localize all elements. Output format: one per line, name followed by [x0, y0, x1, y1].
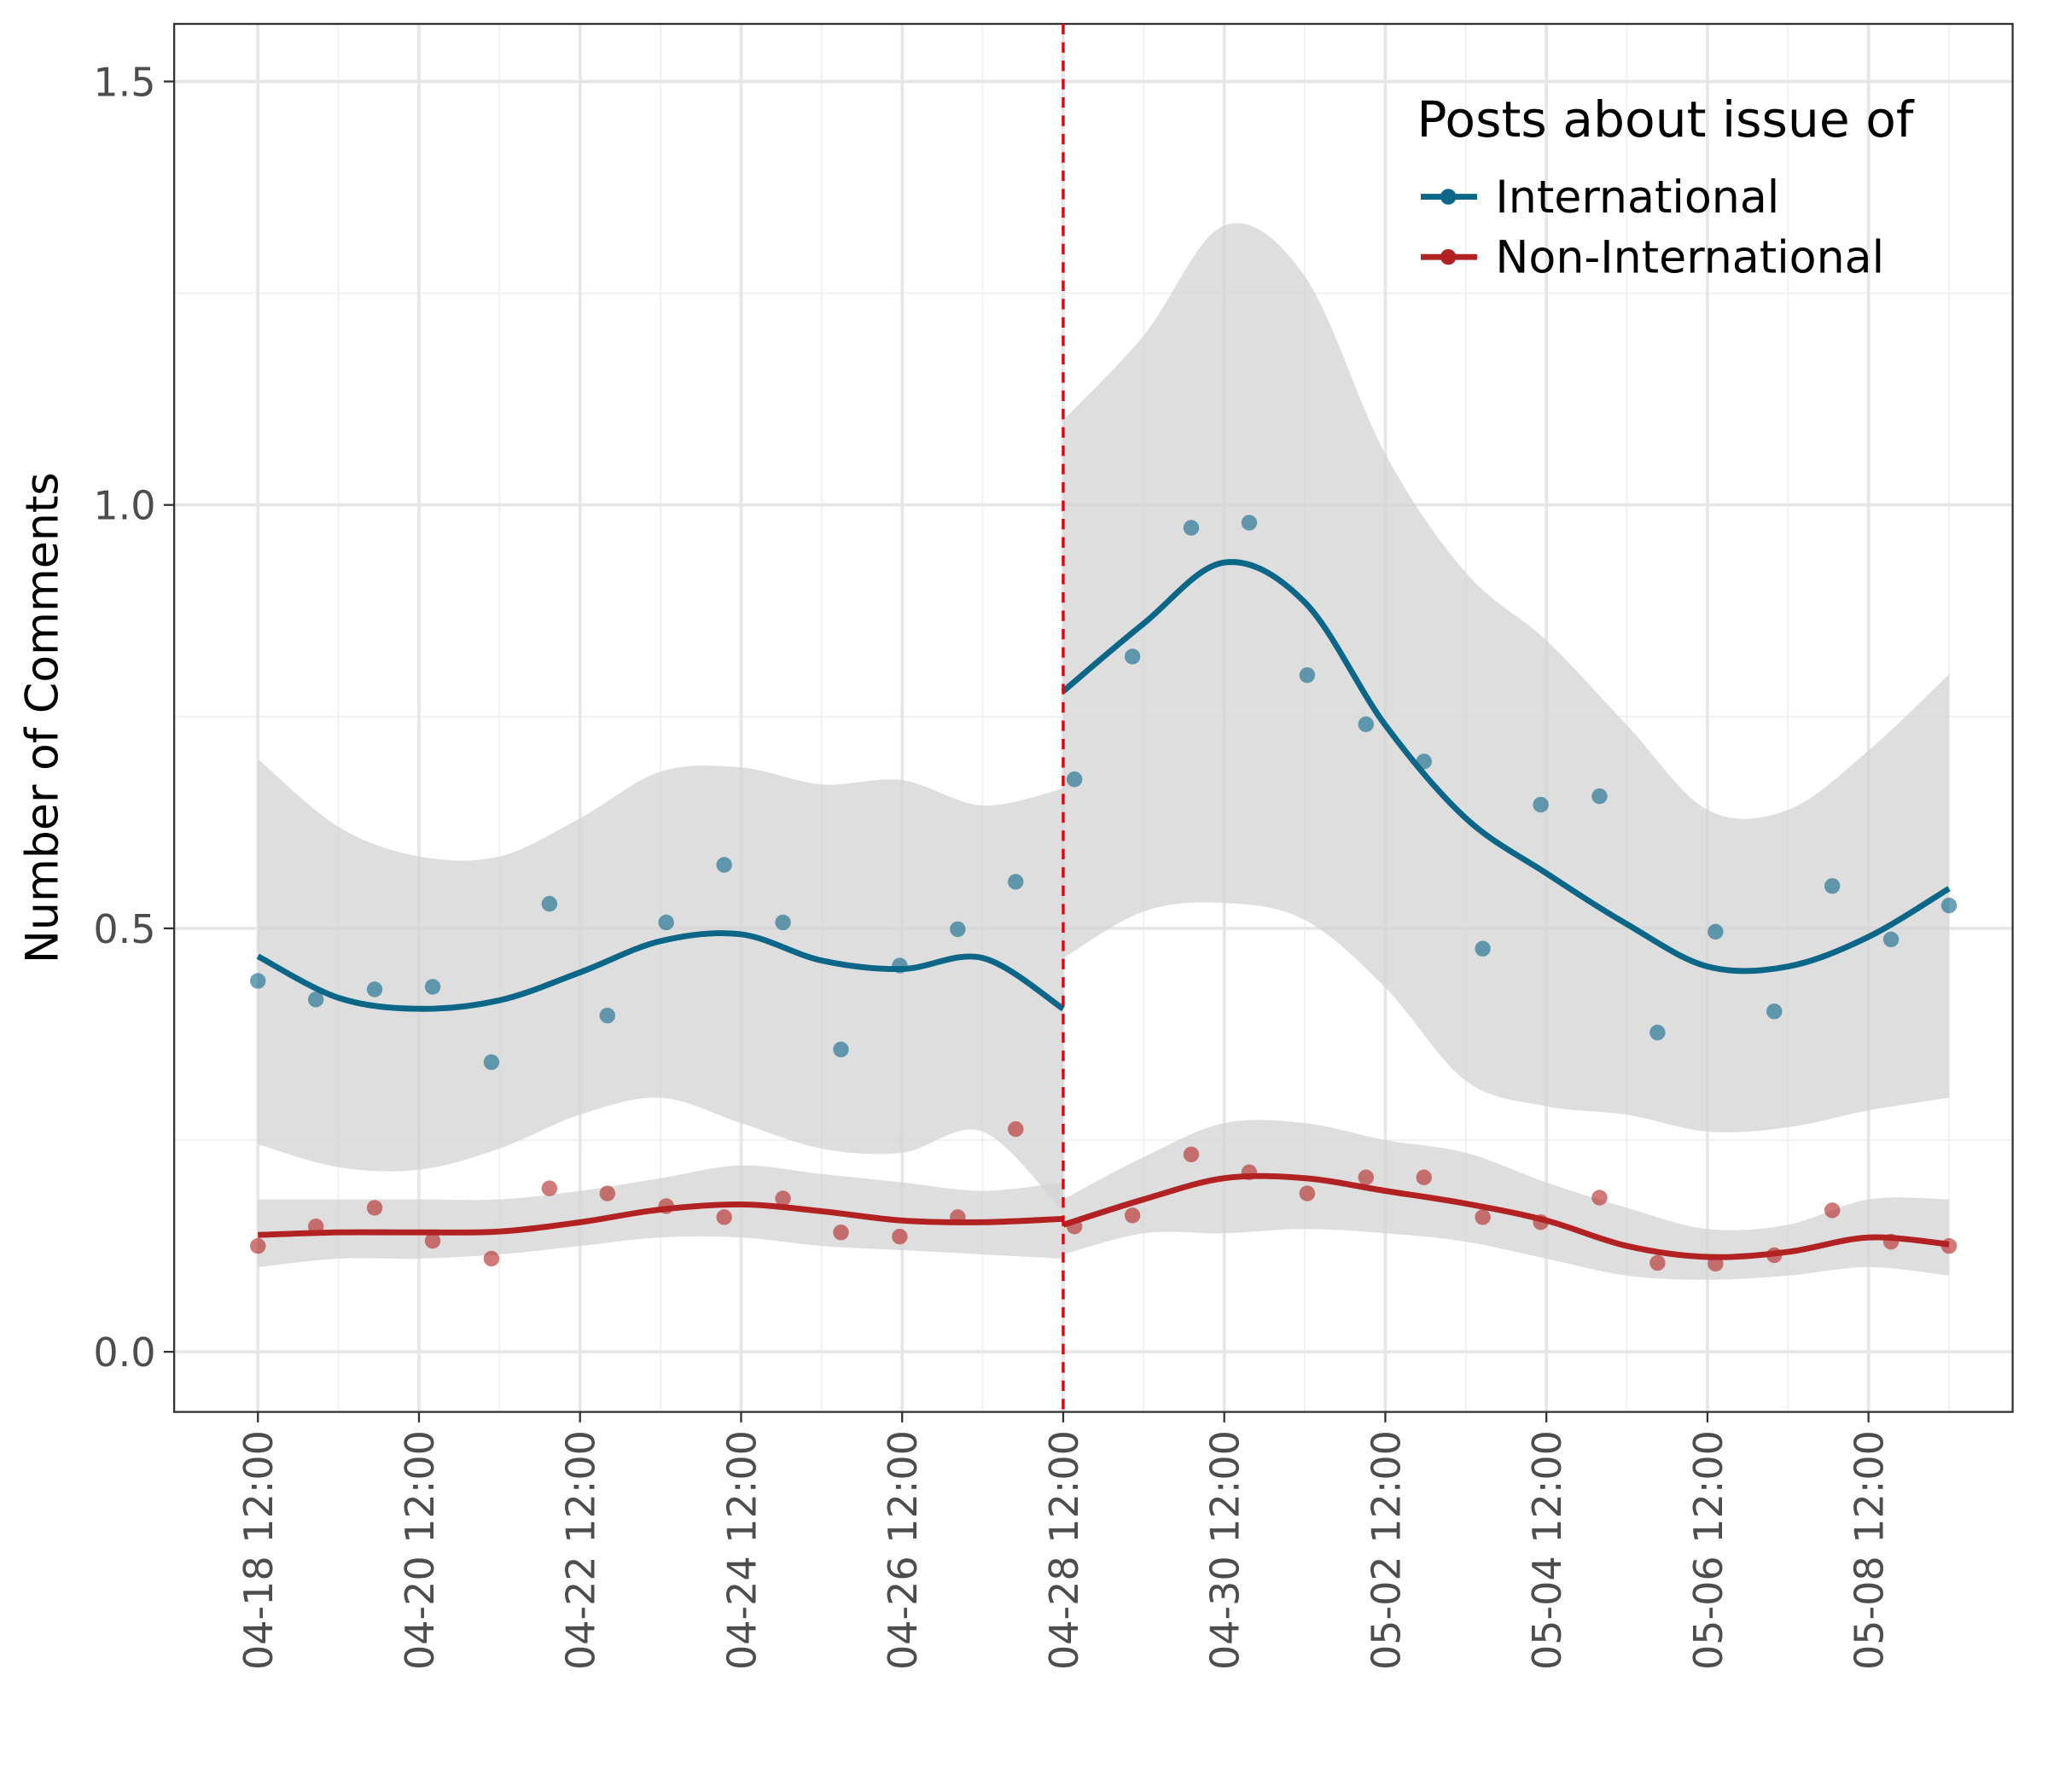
data-point — [1299, 1185, 1316, 1201]
x-tick-label: 04-24 12:00 — [719, 1430, 765, 1670]
data-point — [424, 1232, 441, 1249]
axes: 0.0 0.5 1.0 1.5 04-18 12:00 04-20 12:00 04-22 … — [93, 22, 2014, 1670]
data-point — [483, 1054, 500, 1070]
data-point — [599, 1007, 616, 1024]
confidence-ribbon — [1062, 1120, 1950, 1280]
data-point — [1591, 788, 1608, 805]
x-tick-label: 05-06 12:00 — [1685, 1430, 1731, 1670]
fit-lines — [256, 559, 1951, 1260]
legend: Posts about issue of International Non-In… — [1417, 90, 1915, 284]
data-point — [1766, 1003, 1783, 1020]
data-point — [833, 1041, 849, 1058]
x-tick-label: 04-20 12:00 — [397, 1430, 443, 1670]
data-point — [483, 1250, 500, 1267]
data-point — [658, 914, 674, 931]
data-point — [1475, 940, 1491, 957]
data-point — [1241, 515, 1258, 531]
data-point — [1416, 1169, 1432, 1185]
legend-label: International — [1495, 172, 1779, 224]
data-point — [1183, 520, 1200, 536]
x-tick-label: 04-28 12:00 — [1041, 1430, 1087, 1670]
data-point — [366, 1200, 383, 1216]
data-point — [424, 979, 441, 995]
confidence-ribbon — [1062, 223, 1950, 1132]
data-point — [541, 1180, 558, 1196]
data-point — [1940, 897, 1958, 914]
confidence-ribbon — [258, 1165, 1063, 1267]
data-point — [1008, 874, 1024, 890]
data-point — [541, 895, 558, 912]
x-tick-label: 04-26 12:00 — [880, 1430, 926, 1670]
x-tick-label: 04-22 12:00 — [558, 1430, 604, 1670]
data-point — [1824, 878, 1841, 894]
data-point — [1591, 1190, 1608, 1206]
data-point — [1358, 1169, 1374, 1185]
data-point — [1008, 1120, 1024, 1137]
data-point — [307, 992, 324, 1008]
fit-line — [1061, 559, 1951, 975]
data-point — [892, 1228, 908, 1245]
fit-line — [256, 930, 1065, 1012]
data-point — [1358, 716, 1374, 732]
data-point — [833, 1225, 849, 1241]
data-point — [716, 1209, 732, 1225]
data-point — [366, 981, 383, 998]
data-point — [1475, 1209, 1491, 1225]
y-tick-label: 1.0 — [93, 483, 155, 529]
x-tick-label: 04-18 12:00 — [236, 1430, 282, 1670]
data-point — [1066, 771, 1083, 788]
y-axis-label: Number of Comments — [18, 472, 69, 963]
fit-line — [258, 1201, 1064, 1238]
data-point — [950, 921, 966, 938]
confidence-ribbon — [258, 759, 1063, 1213]
legend-dot — [1440, 248, 1457, 265]
data-point — [1124, 1207, 1141, 1224]
y-tick-label: 0.0 — [93, 1329, 155, 1376]
data-point — [716, 857, 732, 873]
data-point — [250, 1237, 266, 1254]
data-point — [250, 973, 266, 989]
x-tick-label: 04-30 12:00 — [1202, 1430, 1248, 1670]
legend-dot — [1440, 189, 1457, 205]
x-tick-label: 05-08 12:00 — [1847, 1430, 1893, 1670]
data-point — [1124, 649, 1141, 665]
data-point — [1824, 1202, 1841, 1219]
points — [250, 515, 1958, 1272]
x-tick-label: 05-02 12:00 — [1363, 1430, 1409, 1670]
data-point — [1882, 931, 1900, 948]
data-point — [775, 914, 791, 931]
data-point — [1649, 1254, 1666, 1271]
data-point — [1649, 1024, 1666, 1041]
data-point — [599, 1185, 616, 1201]
y-tick-label: 1.5 — [93, 59, 155, 105]
fit-line — [1062, 1172, 1950, 1260]
x-tick-label: 05-04 12:00 — [1524, 1430, 1570, 1670]
legend-title: Posts about issue of — [1417, 90, 1915, 148]
data-point — [1183, 1146, 1200, 1163]
data-point — [1299, 666, 1316, 684]
y-tick-label: 0.5 — [93, 906, 155, 952]
data-point — [1708, 923, 1724, 940]
plot-border — [172, 22, 2014, 1413]
legend-label: Non-International — [1495, 233, 1884, 284]
data-point — [1533, 796, 1549, 813]
data-point — [775, 1190, 791, 1207]
ribbons — [258, 223, 1950, 1280]
